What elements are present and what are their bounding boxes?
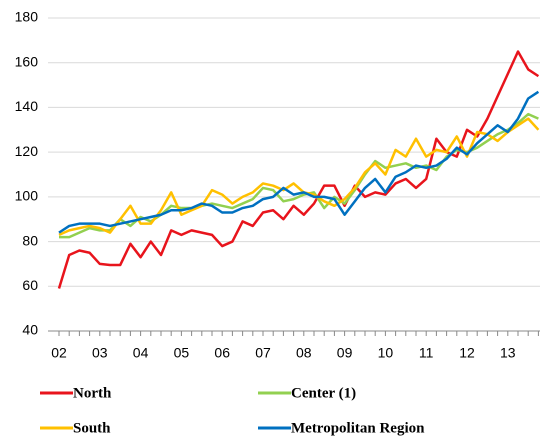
x-tick-label: 13 [500, 345, 516, 361]
x-tick-label: 08 [296, 345, 312, 361]
y-tick-label: 80 [22, 232, 38, 248]
x-tick-label: 09 [337, 345, 353, 361]
y-tick-label: 180 [15, 9, 39, 25]
x-tick-label: 03 [92, 345, 108, 361]
legend-label: North [73, 385, 112, 401]
x-tick-label: 12 [459, 345, 475, 361]
legend-label: Center (1) [291, 385, 356, 401]
y-tick-label: 100 [15, 188, 39, 204]
series-line [57, 50, 540, 289]
series-line [58, 90, 540, 234]
x-tick-label: 02 [51, 345, 67, 361]
x-tick-label: 05 [174, 345, 190, 361]
x-tick-label: 04 [133, 345, 149, 361]
series-line [58, 117, 540, 237]
y-tick-label: 120 [15, 143, 39, 159]
x-tick-label: 11 [419, 345, 434, 361]
x-tick-label: 10 [378, 345, 394, 361]
legend-label: Metropolitan Region [291, 420, 425, 436]
x-tick-label: 07 [255, 345, 271, 361]
y-tick-label: 40 [22, 322, 38, 338]
legend-label: South [73, 420, 111, 436]
y-tick-label: 140 [15, 98, 39, 114]
y-tick-label: 60 [22, 277, 38, 293]
x-tick-label: 06 [214, 345, 230, 361]
y-tick-label: 160 [15, 53, 39, 69]
